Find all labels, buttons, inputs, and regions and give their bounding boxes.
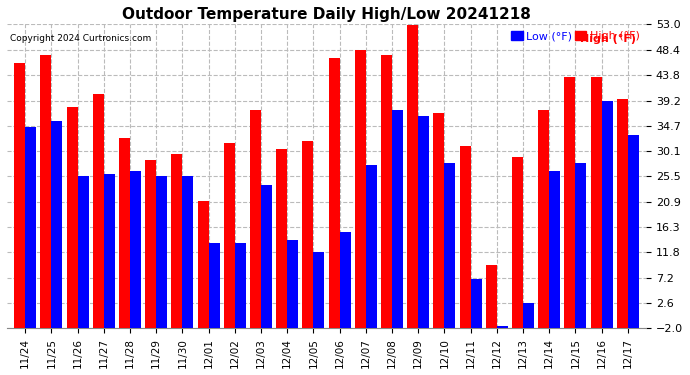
Bar — [328, 58, 339, 328]
Bar — [146, 160, 156, 328]
Bar — [261, 185, 272, 328]
Bar — [486, 265, 497, 328]
Bar — [418, 116, 429, 328]
Bar — [564, 77, 575, 328]
Bar — [523, 303, 534, 328]
Bar — [41, 55, 52, 328]
Text: High (°F): High (°F) — [580, 34, 640, 44]
Bar — [67, 107, 78, 328]
Bar — [366, 165, 377, 328]
Bar — [381, 55, 392, 328]
Bar — [172, 154, 182, 328]
Bar — [617, 99, 628, 328]
Bar — [208, 243, 219, 328]
Bar — [182, 176, 193, 328]
Bar — [444, 163, 455, 328]
Bar — [224, 143, 235, 328]
Bar — [14, 63, 26, 328]
Bar — [407, 24, 418, 328]
Bar — [250, 110, 261, 328]
Bar — [628, 135, 639, 328]
Bar — [591, 77, 602, 328]
Bar — [156, 176, 167, 328]
Text: Copyright 2024 Curtronics.com: Copyright 2024 Curtronics.com — [10, 34, 151, 43]
Bar — [313, 252, 324, 328]
Bar — [276, 149, 287, 328]
Bar — [460, 146, 471, 328]
Bar — [26, 127, 37, 328]
Bar — [130, 171, 141, 328]
Bar — [119, 138, 130, 328]
Bar — [355, 50, 366, 328]
Bar — [302, 141, 313, 328]
Bar — [197, 201, 208, 328]
Bar — [93, 93, 104, 328]
Bar — [602, 101, 613, 328]
Bar — [392, 110, 403, 328]
Bar — [512, 157, 523, 328]
Bar — [497, 326, 508, 328]
Bar — [433, 113, 444, 328]
Bar — [235, 243, 246, 328]
Legend: Low (°F), High (°F): Low (°F), High (°F) — [511, 30, 640, 42]
Bar — [549, 171, 560, 328]
Bar — [78, 176, 89, 328]
Bar — [471, 279, 482, 328]
Bar — [575, 163, 586, 328]
Bar — [52, 121, 63, 328]
Bar — [538, 110, 549, 328]
Bar — [339, 232, 351, 328]
Bar — [287, 240, 298, 328]
Title: Outdoor Temperature Daily High/Low 20241218: Outdoor Temperature Daily High/Low 20241… — [122, 7, 531, 22]
Bar — [104, 174, 115, 328]
